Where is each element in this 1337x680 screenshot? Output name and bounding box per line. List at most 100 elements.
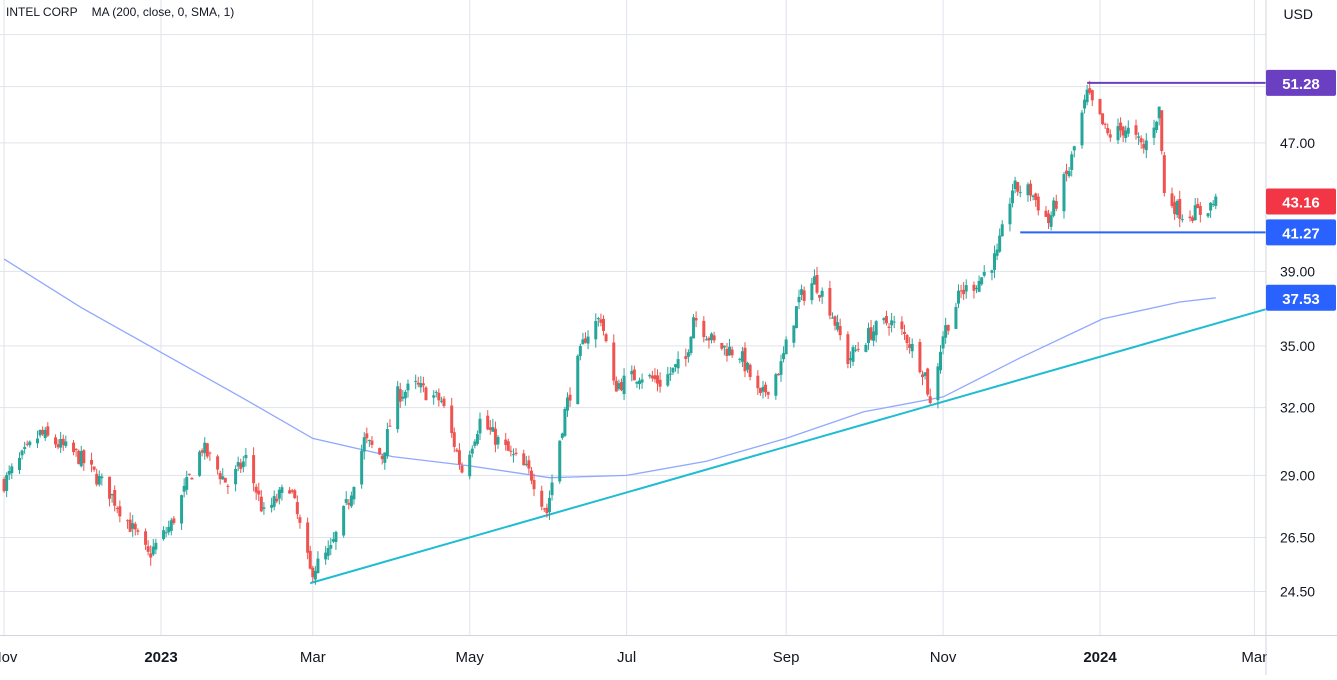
candle <box>414 374 418 390</box>
candle-body <box>5 475 9 491</box>
price-tag-box <box>1266 284 1336 311</box>
candle-body <box>113 490 117 506</box>
price-tag-resistance: 51.28 <box>1266 69 1336 96</box>
candle-body <box>1152 127 1156 138</box>
candle <box>190 477 194 480</box>
candle <box>146 540 150 556</box>
candle-body <box>856 348 860 350</box>
candle-body <box>136 530 140 532</box>
candle <box>1170 187 1174 209</box>
candle-body <box>257 490 261 495</box>
x-tick-label: 2023 <box>144 649 177 666</box>
candle-body <box>1067 171 1071 177</box>
candle-body <box>398 389 402 402</box>
candle-body <box>550 482 554 496</box>
symbol-name[interactable]: INTEL CORP <box>6 5 78 19</box>
candle-body <box>1072 146 1076 151</box>
candle <box>900 316 904 335</box>
candle <box>632 365 636 381</box>
candle <box>504 432 508 451</box>
candle <box>182 478 186 498</box>
candle-body <box>710 333 714 340</box>
candle-body <box>1188 216 1192 219</box>
candle-body <box>1083 99 1087 109</box>
candle <box>442 396 446 409</box>
candle <box>748 363 752 381</box>
candle-body <box>828 288 832 316</box>
candle-body <box>800 289 804 295</box>
candle <box>905 333 909 351</box>
candle-body <box>455 449 459 452</box>
grid-layer <box>0 0 1266 635</box>
candle-body <box>884 316 888 324</box>
candle <box>1121 125 1125 143</box>
candle-body <box>1108 134 1112 138</box>
candle <box>828 280 832 320</box>
candle <box>957 284 961 308</box>
candle-layer <box>2 80 1218 585</box>
candle-body <box>684 356 688 359</box>
candle-body <box>421 383 425 386</box>
candle <box>92 466 96 472</box>
candle-body <box>712 335 716 341</box>
candle <box>792 325 796 348</box>
candle-body <box>295 502 299 515</box>
candle-body <box>347 502 351 505</box>
candle-body <box>728 346 732 356</box>
candle-body <box>239 462 243 469</box>
candle-body <box>511 454 515 456</box>
candle-body <box>908 344 912 348</box>
y-tick-label: 39.00 <box>1280 263 1315 279</box>
candle <box>910 338 914 358</box>
candle-body <box>599 319 603 323</box>
candle <box>648 373 652 379</box>
indicator-label[interactable]: MA (200, close, 0, SMA, 1) <box>91 5 235 19</box>
candle <box>347 499 351 510</box>
candle-body <box>7 470 11 475</box>
candle <box>180 494 184 530</box>
candle <box>926 367 930 397</box>
candle-body <box>630 370 634 375</box>
candle <box>1029 180 1033 202</box>
candle-body <box>1070 154 1074 170</box>
candle <box>972 281 976 299</box>
candle <box>908 337 912 354</box>
candle-body <box>388 425 392 427</box>
candle-body <box>674 364 678 368</box>
candle <box>542 507 546 512</box>
candle <box>362 432 366 460</box>
candle-body <box>722 345 726 348</box>
candle-body <box>254 486 258 493</box>
candle-body <box>764 384 768 393</box>
candle <box>1016 181 1020 196</box>
candle-body <box>128 519 132 532</box>
candle-body <box>671 367 675 373</box>
candle-body <box>493 428 497 445</box>
candle <box>1124 125 1128 143</box>
candle-body <box>638 380 642 385</box>
candle-body <box>668 373 672 375</box>
x-tick-label: Mar <box>1241 649 1267 666</box>
candle-body <box>74 448 78 451</box>
candle-body <box>131 523 135 529</box>
candle <box>56 439 60 450</box>
candle <box>295 495 299 520</box>
candle <box>115 506 119 514</box>
candle-body <box>46 426 50 436</box>
candle-body <box>118 506 122 517</box>
candle-body <box>509 450 513 452</box>
candle <box>1191 215 1195 224</box>
candle <box>1049 211 1053 231</box>
candle <box>964 279 968 299</box>
candle <box>403 389 407 406</box>
candle <box>920 370 924 386</box>
candle <box>684 348 688 367</box>
candle-body <box>41 429 45 435</box>
candle-body <box>766 391 770 395</box>
candle <box>740 346 744 368</box>
candle-body <box>1196 203 1200 209</box>
candle <box>514 448 518 456</box>
candle <box>568 387 572 407</box>
